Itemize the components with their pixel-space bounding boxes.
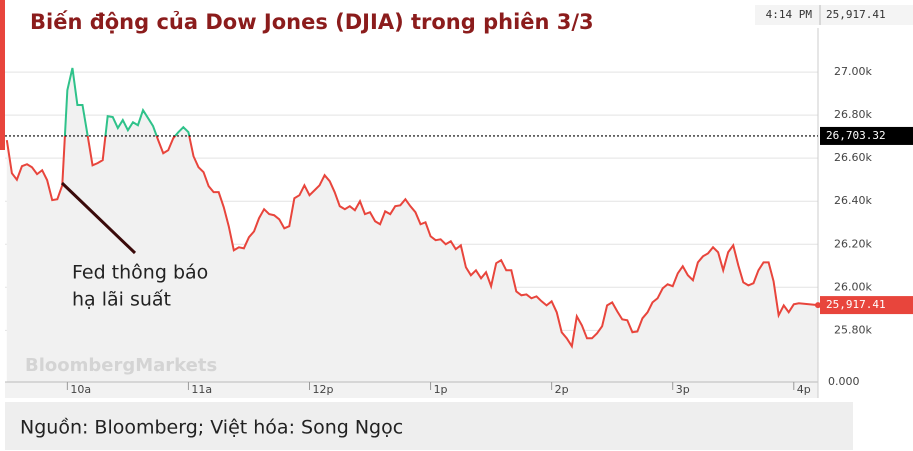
x-tick-label: 11a: [191, 383, 212, 396]
y-tick-label: 26.60k: [834, 151, 872, 164]
x-tick-label: 3p: [676, 383, 690, 396]
x-tick-label: 10a: [70, 383, 91, 396]
x-tick-label: 4p: [797, 383, 811, 396]
line-below: [5, 135, 819, 350]
volume-axis-label: 0.000: [828, 375, 860, 388]
header-price: 25,917.41: [826, 8, 886, 21]
y-tick-label: 27.00k: [834, 65, 872, 78]
x-tick-label: 2p: [555, 383, 569, 396]
header-time: 4:14 PM: [766, 8, 813, 21]
x-axis-strip: [5, 382, 818, 398]
y-tick-label: 26.00k: [834, 280, 872, 293]
source-box: [5, 402, 853, 450]
source: Nguồn: Bloomberg; Việt hóa: Song Ngọc: [20, 417, 403, 439]
header-box: [755, 5, 913, 25]
y-tick-label: 26.20k: [834, 237, 872, 250]
x-tick-label: 1p: [434, 383, 448, 396]
y-tick-label: 26.40k: [834, 194, 872, 207]
annotation-pointer: [60, 181, 137, 255]
watermark: BloombergMarkets: [25, 355, 217, 376]
last-label-box: [820, 296, 913, 315]
reference-label-box: [820, 126, 913, 145]
x-tick-label: 12p: [312, 383, 333, 396]
plot: 25.80k 26.00k 26.20k 26.40k 26.60k 26.80k 27.0…: [5, 28, 913, 398]
chart-title: Biến động của Dow Jones (DJIA) trong phi…: [30, 10, 594, 34]
left-edge-bar: [0, 0, 5, 150]
annotation-line: Fed thông báo: [72, 262, 208, 284]
annotation-line: hạ lãi suất: [72, 289, 171, 311]
last-point: [815, 302, 821, 309]
area: [6, 68, 818, 382]
last-label: 25,917.41: [826, 298, 886, 311]
y-tick-label: 26.80k: [834, 108, 872, 121]
line-above: [63, 67, 191, 136]
y-tick-label: 25.80k: [834, 323, 872, 336]
reference-label: 26,703.32: [826, 129, 886, 142]
